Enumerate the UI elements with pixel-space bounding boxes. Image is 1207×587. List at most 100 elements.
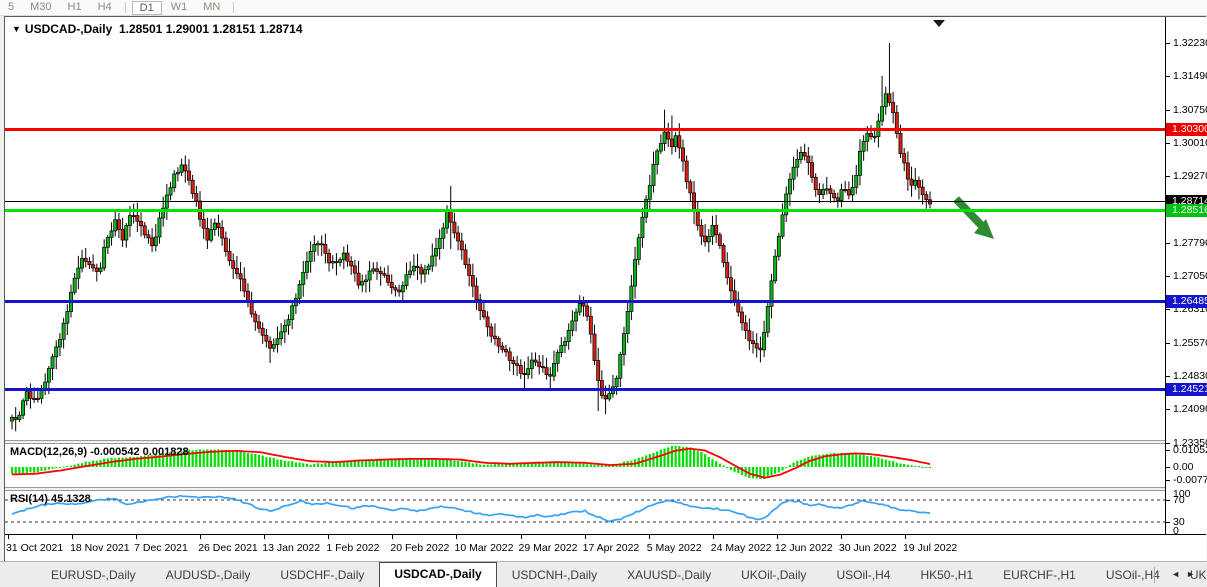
date-axis: 31 Oct 2021 18 Nov 2021 7 Dec 2021 26 Dec 2…: [5, 534, 1206, 561]
date-label: 31 Oct 2021: [6, 542, 64, 554]
date-label: 5 May 2022: [646, 542, 702, 554]
hline-1.26485[interactable]: [5, 300, 1165, 303]
date-tick: [200, 535, 202, 539]
price-tick-label: 1.27050: [1173, 270, 1207, 283]
macd-tick-label: 0.01052: [1173, 443, 1207, 456]
panel-splitter-rsi[interactable]: [5, 487, 1206, 491]
tab-ukoil-h4[interactable]: UKOil-,H4: [1189, 568, 1207, 582]
panel-splitter-macd[interactable]: [5, 440, 1206, 444]
date-tick: [584, 535, 586, 539]
tab-usdcad-daily[interactable]: USDCAD-,Daily: [379, 562, 497, 587]
tabbar-separator: [1154, 567, 1155, 583]
tab-hk50-h1[interactable]: HK50-,H1: [920, 568, 974, 582]
hline-1.28714[interactable]: [5, 200, 1165, 202]
date-tick: [8, 535, 9, 539]
rsi-panel[interactable]: RSI(14) 45.1328: [5, 491, 1165, 534]
price-tick: [1166, 43, 1170, 44]
price-tick-label: 1.30750: [1173, 103, 1207, 116]
date-label: 12 Jun 2022: [774, 542, 833, 554]
timeframe-button-mn[interactable]: MN: [203, 1, 221, 13]
price-chart-plot[interactable]: ▼ USDCAD-,Daily 1.28501 1.29001 1.28151 1…: [5, 17, 1165, 440]
date-label: 29 Mar 2022: [518, 542, 578, 554]
date-tick: [648, 535, 650, 539]
date-label: 18 Nov 2021: [70, 542, 130, 554]
date-label: 13 Jan 2022: [262, 542, 321, 554]
date-label: 26 Dec 2021: [198, 542, 258, 554]
rsi-tick: [1166, 500, 1170, 501]
tab-scroll-right-icon[interactable]: ►: [1186, 569, 1201, 579]
date-tick: [328, 535, 330, 539]
macd-tick: [1166, 467, 1170, 468]
price-tick: [1166, 376, 1170, 377]
rsi-tick: [1166, 522, 1170, 523]
price-tick-label: 1.30010: [1173, 136, 1207, 149]
timeframe-toolbar: 5 M30 H1 H4 D1 W1 MN: [0, 0, 1207, 16]
chart-dropdown-icon[interactable]: ▼: [12, 24, 21, 34]
ohlc-low: 1.28151: [212, 22, 256, 36]
price-tick: [1166, 442, 1170, 444]
date-tick: [264, 535, 266, 539]
tab-eurchf-h1[interactable]: EURCHF-,H1: [1003, 568, 1076, 582]
macd-tick-label: 0.00: [1173, 461, 1194, 473]
timeframe-button-h1[interactable]: H1: [67, 1, 82, 13]
hline-1.24521[interactable]: [5, 388, 1165, 392]
tab-scroll-left-icon[interactable]: ◄: [1171, 569, 1187, 579]
price-tick-label: 1.24830: [1173, 370, 1207, 382]
tab-usoil-h4[interactable]: USOil-,H4: [836, 568, 891, 582]
price-badge-1.28516: 1.28516: [1166, 203, 1207, 217]
macd-label: MACD(12,26,9) -0.000542 0.001828: [10, 446, 189, 458]
rsi-canvas: [5, 494, 1165, 523]
price-tick-label: 1.25570: [1173, 336, 1207, 349]
price-tick: [1166, 142, 1170, 144]
date-tick: [392, 535, 394, 539]
rsi-tick-label: 100: [1173, 488, 1191, 500]
timeframe-button-5[interactable]: 5: [8, 1, 15, 13]
tab-usdcnh-daily[interactable]: USDCNH-,Daily: [511, 568, 598, 582]
price-tick: [1166, 342, 1170, 344]
hline-1.28516[interactable]: [5, 208, 1165, 212]
timeframe-button-d1[interactable]: D1: [131, 0, 162, 15]
chart-symbol-label: USDCAD-,Daily: [24, 22, 113, 36]
macd-tick: [1166, 479, 1170, 481]
trend-arrow[interactable]: [953, 196, 994, 239]
ohlc-close: 1.28714: [259, 22, 303, 36]
tab-scroll-arrows: ◄►: [1171, 569, 1201, 579]
price-axis: 1.32230 1.31490 1.30750 1.30010 1.29270 1.285…: [1165, 17, 1207, 537]
timeframe-button-h4[interactable]: H4: [97, 1, 112, 13]
date-tick: [136, 535, 138, 539]
tab-ukoil-daily[interactable]: UKOil-,Daily: [741, 568, 807, 582]
price-tick-label: 1.27790: [1173, 236, 1207, 249]
price-tick-label: 1.24090: [1173, 403, 1207, 416]
tab-usoil-h4[interactable]: USOil-,H4: [1105, 568, 1160, 582]
price-badge-1.30300: 1.30300: [1166, 123, 1207, 137]
date-tick: [72, 535, 74, 539]
date-tick: [904, 535, 906, 539]
candlestick-canvas[interactable]: [5, 17, 1165, 440]
tab-eurusd-daily[interactable]: EURUSD-,Daily: [51, 568, 136, 582]
date-label: 17 Apr 2022: [582, 542, 640, 554]
toolbar-divider: [233, 2, 235, 13]
price-tick-label: 1.32230: [1173, 37, 1207, 49]
price-badge-1.26485: 1.26485: [1166, 295, 1207, 309]
price-tick-label: 1.29270: [1173, 170, 1207, 183]
symbol-tabbar: EURUSD-,Daily AUDUSD-,Daily USDCHF-,Daily U…: [0, 561, 1207, 587]
macd-panel[interactable]: MACD(12,26,9) -0.000542 0.001828: [5, 444, 1165, 487]
timeframe-button-m30[interactable]: M30: [30, 1, 52, 13]
tab-usdchf-daily[interactable]: USDCHF-,Daily: [280, 568, 365, 582]
price-tick-label: 1.23350: [1173, 436, 1207, 449]
date-label: 19 Jul 2022: [902, 542, 958, 554]
price-tick: [1166, 242, 1170, 244]
date-tick: [840, 535, 842, 539]
macd-tick: [1166, 449, 1170, 451]
chart-shift-marker: [933, 20, 945, 27]
date-label: 20 Feb 2022: [390, 542, 450, 554]
chart-window: ▼ USDCAD-,Daily 1.28501 1.29001 1.28151 1…: [4, 16, 1207, 561]
timeframe-button-w1[interactable]: W1: [170, 1, 188, 13]
macd-canvas: [10, 445, 932, 480]
ohlc-open: 1.28501: [118, 22, 163, 36]
hline-1.30300[interactable]: [5, 128, 1165, 132]
tab-audusd-daily[interactable]: AUDUSD-,Daily: [165, 568, 251, 582]
price-tick: [1166, 176, 1170, 178]
tab-xauusd-daily[interactable]: XAUUSD-,Daily: [627, 568, 712, 582]
